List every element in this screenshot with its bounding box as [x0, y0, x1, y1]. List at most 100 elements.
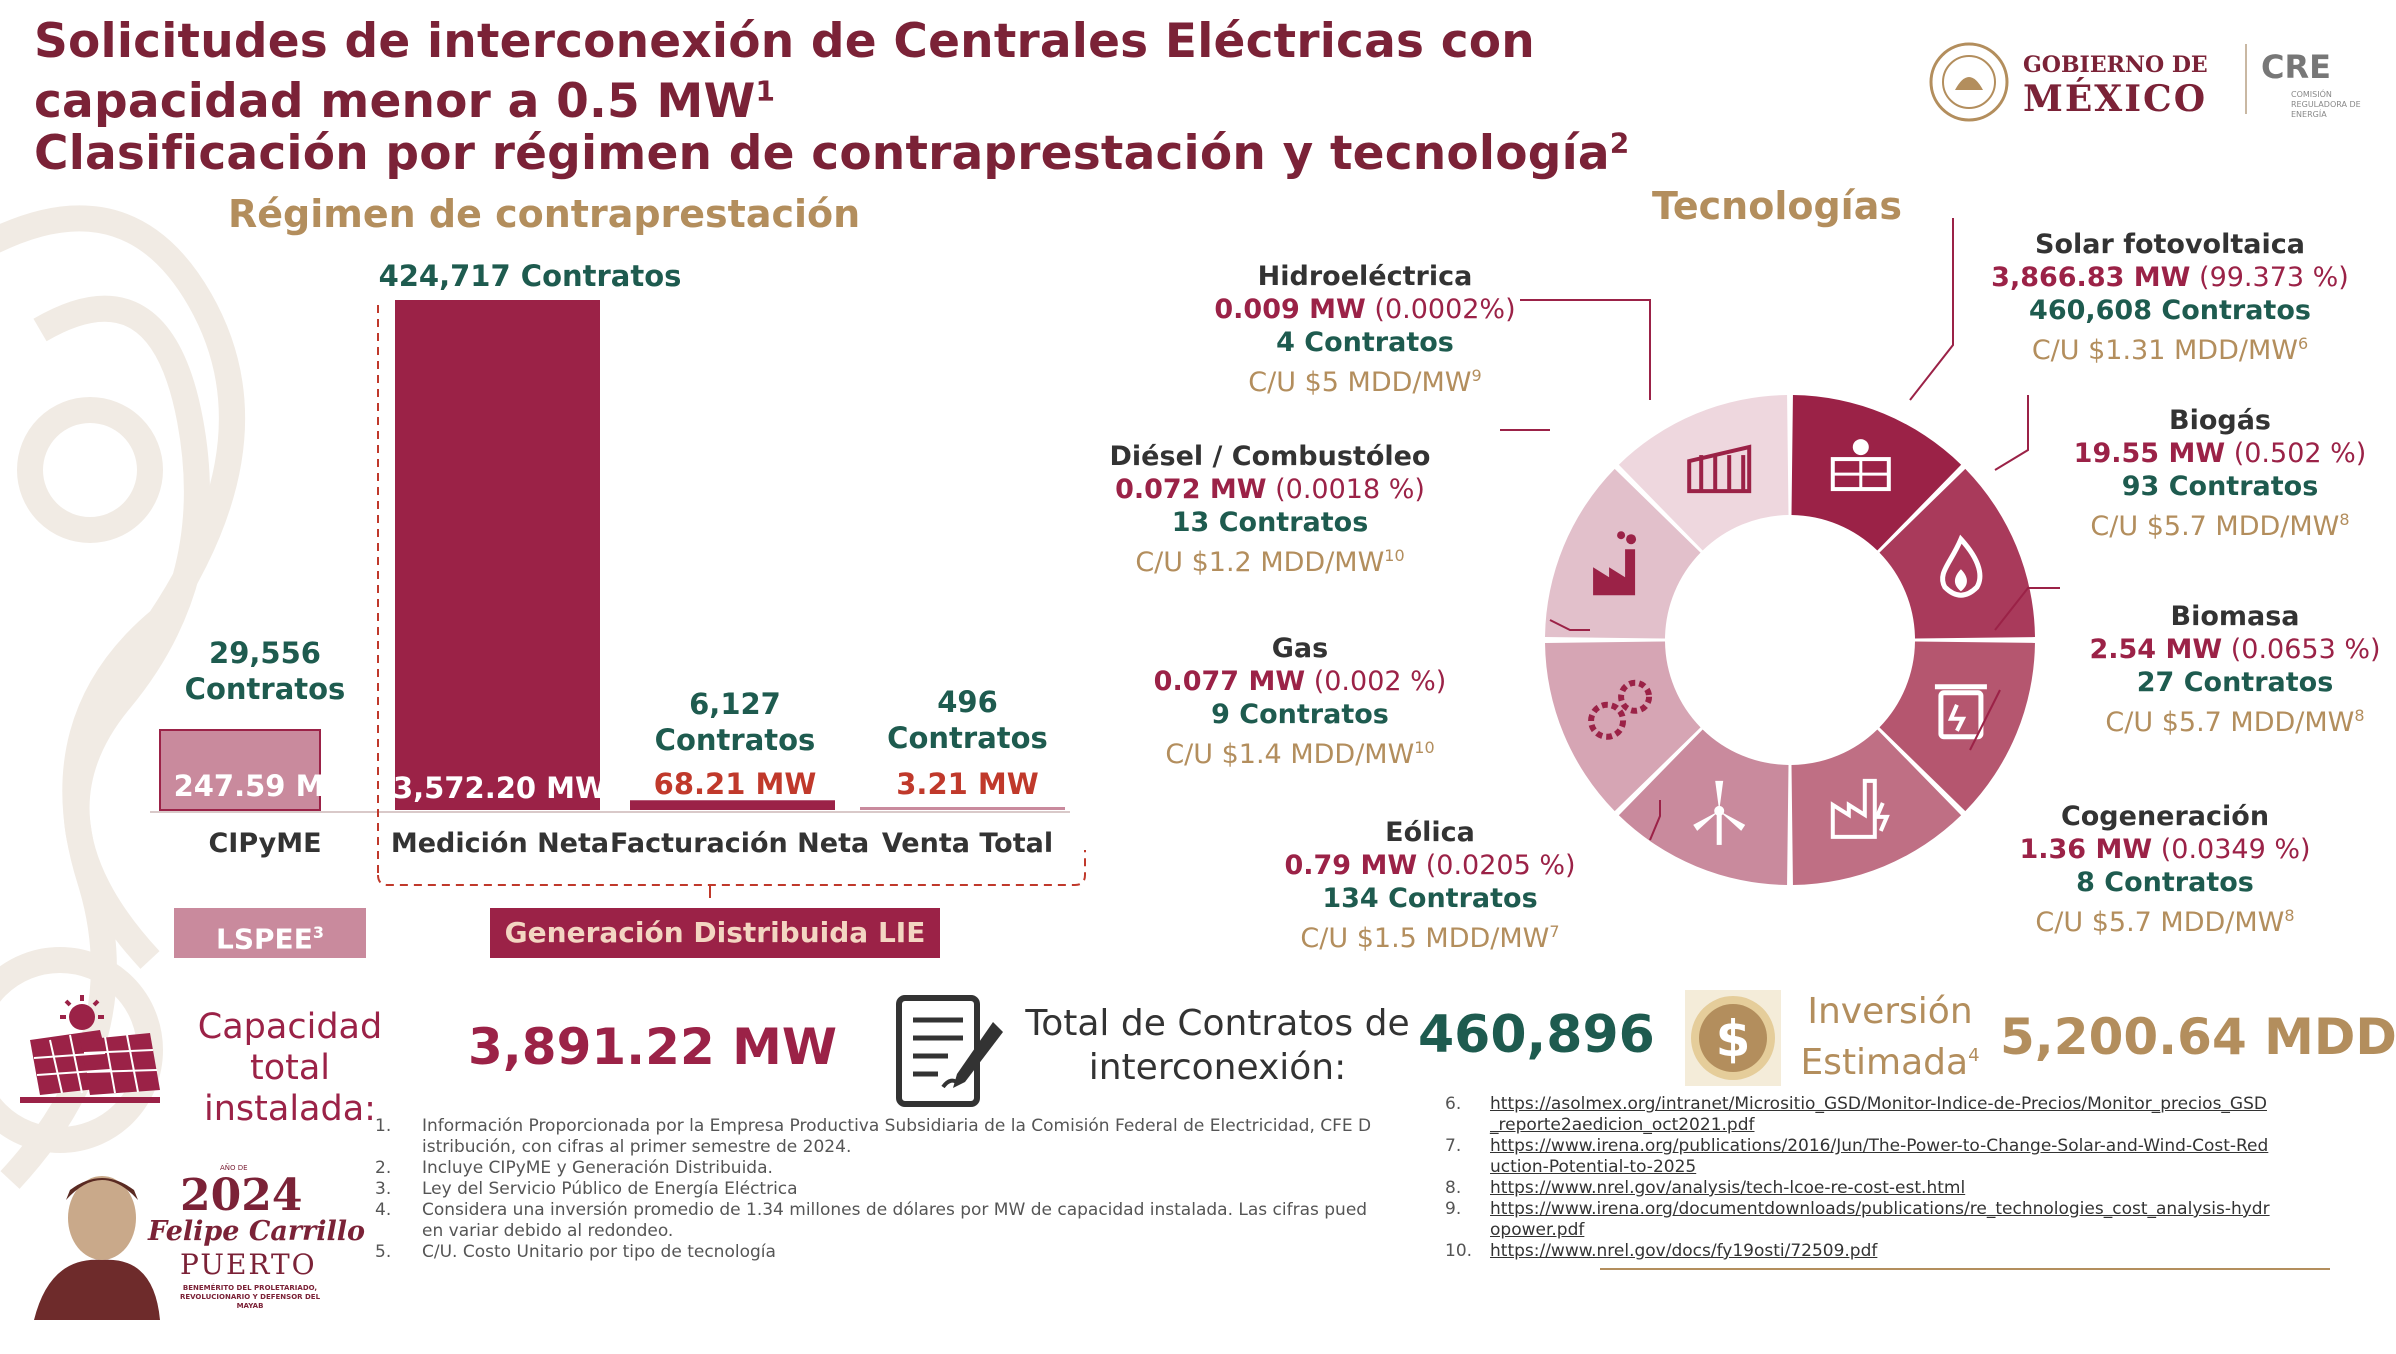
footnote-number: 7.	[1445, 1136, 1462, 1156]
solar-panel-icon	[20, 995, 160, 1103]
connector-biogas	[1994, 395, 2029, 471]
title-line-1: Solicitudes de interconexión de Centrale…	[34, 14, 1535, 69]
footnote-item: 1. Información Proporcionada por la Empre…	[375, 1116, 1375, 1158]
connector-solar	[1909, 218, 1954, 401]
donut-segment-hidroeléctrica	[1618, 395, 1789, 551]
background-pattern	[0, 205, 245, 1189]
tech-info-gas: Gas 0.077 MW (0.002 %) 9 Contratos C/U $…	[1153, 633, 1447, 770]
footnote-item: 5. C/U. Costo Unitario por tipo de tecnol…	[375, 1242, 1375, 1263]
tech-info-hidroelectrica: Hidroeléctrica 0.009 MW (0.0002%) 4 Cont…	[1214, 261, 1516, 398]
footnote-link[interactable]: https://www.irena.org/documentdownloads/…	[1490, 1199, 2270, 1240]
year-text: 2024	[180, 1170, 303, 1221]
connector-gas	[1549, 619, 1590, 631]
footnote-item[interactable]: 10. https://www.nrel.gov/docs/fy19osti/72…	[1445, 1241, 2275, 1262]
footnote-divider	[1600, 1268, 2330, 1270]
connector-hidro	[1520, 299, 1651, 400]
factory-icon	[1593, 531, 1637, 596]
footnote-item: 3. Ley del Servicio Público de Energía El…	[375, 1179, 1375, 1200]
dollar-coin-icon: $	[1685, 990, 1781, 1086]
tech-info-diesel: Diésel / Combustóleo 0.072 MW (0.0018 %)…	[1109, 441, 1431, 578]
bar-value-facturacion: 68.21 MW	[653, 767, 817, 801]
bar-venta-total	[860, 807, 1065, 810]
footnote-text: Ley del Servicio Público de Energía Eléc…	[422, 1179, 798, 1199]
connector-biomasa	[1994, 587, 2060, 631]
footnote-item: 4. Considera una inversión promedio de 1.…	[375, 1200, 1375, 1242]
gobierno-logo: GOBIERNO DE MÉXICO CRE COMISIÓN REGULADO…	[1925, 38, 2365, 128]
bar-value-medicion: 3,572.20 MW	[392, 771, 608, 805]
connector-eolica	[1649, 800, 1661, 841]
bar-category-medicion: Medición Neta	[390, 828, 610, 859]
tech-info-solar: Solar fotovoltaica 3,866.83 MW (99.373 %…	[1991, 229, 2349, 366]
bar-value-cipyme: 247.59 MW	[173, 769, 357, 803]
bar-cipyme	[159, 729, 321, 811]
footnote-item: 2. Incluye CIPyME y Generación Distribuid…	[375, 1158, 1375, 1179]
flame-icon	[1940, 534, 1983, 598]
portrait-illustration	[34, 1176, 160, 1320]
footnote-number: 5.	[375, 1242, 392, 1262]
tech-info-eolica: Eólica 0.79 MW (0.0205 %) 134 Contratos …	[1284, 817, 1576, 954]
bar-category-cipyme: CIPyME	[208, 828, 322, 859]
donut-chart	[1545, 395, 2035, 885]
footnote-item[interactable]: 7. https://www.irena.org/publications/201…	[1445, 1136, 2275, 1178]
bar-count-medicion: 424,717 Contratos	[378, 259, 682, 293]
investment-value: 5,200.64 MDD	[2000, 1008, 2396, 1066]
connector-lines	[1500, 218, 2060, 841]
footnote-link[interactable]: https://asolmex.org/intranet/Micrositio_…	[1490, 1094, 2267, 1135]
footnote-number: 3.	[375, 1179, 392, 1199]
donut-segment-biogás	[1879, 468, 2035, 639]
footnote-text: Considera una inversión promedio de 1.34…	[422, 1200, 1368, 1241]
footnote-item[interactable]: 8. https://www.nrel.gov/analysis/tech-lco…	[1445, 1178, 2275, 1199]
tech-info-biogas: Biogás 19.55 MW (0.502 %) 93 Contratos C…	[2073, 405, 2367, 542]
capacity-label: Capacidad total instalada:	[197, 1007, 383, 1129]
bar-facturación-neta	[630, 800, 835, 810]
contracts-value: 460,896	[1418, 1005, 1655, 1065]
bar-count-facturacion: 6,127 Contratos	[654, 687, 816, 757]
group-generacion-distribuida: Generación Distribuida LIE	[490, 908, 940, 958]
logo-divider	[2245, 44, 2247, 114]
donut-segment-eólica	[1618, 729, 1789, 885]
footnote-number: 9.	[1445, 1199, 1462, 1219]
wind-turbine-icon	[1693, 780, 1746, 845]
footnotes-left: 1. Información Proporcionada por la Empre…	[375, 1116, 1375, 1263]
biomass-bin-icon	[1934, 684, 1987, 740]
footnote-number: 1.	[375, 1116, 392, 1136]
tech-info-cogeneracion: Cogeneración 1.36 MW (0.0349 %) 8 Contra…	[2019, 801, 2311, 938]
footnote-item[interactable]: 9. https://www.irena.org/documentdownload…	[1445, 1199, 2275, 1241]
bar-category-facturacion: Facturación Neta	[610, 828, 870, 859]
tech-info-biomasa: Biomasa 2.54 MW (0.0653 %) 27 Contratos …	[2089, 601, 2381, 738]
title-line-3: Clasificación por régimen de contraprest…	[34, 126, 1630, 181]
footnote-link[interactable]: https://www.nrel.gov/docs/fy19osti/72509…	[1490, 1241, 1878, 1261]
svg-text:$: $	[1716, 1010, 1751, 1068]
footnote-number: 4.	[375, 1200, 392, 1220]
footnote-number: 6.	[1445, 1094, 1462, 1114]
bar-medición-neta	[395, 300, 600, 810]
cre-logo: CRE	[2261, 48, 2331, 86]
mexico-text: MÉXICO	[2023, 78, 2208, 120]
solar-panel-icon	[1830, 439, 1891, 492]
footnote-text: Información Proporcionada por la Empresa…	[422, 1116, 1372, 1157]
bar-value-venta: 3.21 MW	[896, 767, 1039, 801]
tecnologias-title: Tecnologías	[1652, 184, 1902, 228]
footnote-item[interactable]: 6. https://asolmex.org/intranet/Micrositi…	[1445, 1094, 2275, 1136]
contract-document-icon	[896, 995, 1003, 1107]
bar-count-cipyme: 29,556 Contratos	[184, 636, 346, 706]
badge-name-2: PUERTO	[180, 1248, 317, 1281]
footnote-link[interactable]: https://www.nrel.gov/analysis/tech-lcoe-…	[1490, 1178, 1966, 1198]
donut-segment-diésel-combustóleo	[1545, 468, 1701, 639]
footnote-number: 2.	[375, 1158, 392, 1178]
regimen-title: Régimen de contraprestación	[228, 192, 861, 236]
footnote-link[interactable]: https://www.irena.org/publications/2016/…	[1490, 1136, 2269, 1177]
bar-category-venta: Venta Total	[881, 828, 1054, 859]
badge-name-1: Felipe Carrillo	[148, 1216, 366, 1247]
bar-chart	[150, 300, 1086, 898]
badge-year-small: AÑO DE	[220, 1164, 248, 1172]
dam-icon	[1687, 444, 1752, 494]
footnote-text: C/U. Costo Unitario por tipo de tecnolog…	[422, 1242, 776, 1262]
contracts-label: Total de Contratos de interconexión:	[1025, 1003, 1410, 1088]
cre-subtitle: COMISIÓN REGULADORA DE ENERGÍA	[2291, 90, 2361, 119]
connector-cogeneracion	[1969, 689, 2001, 751]
footnotes-right: 6. https://asolmex.org/intranet/Micrositi…	[1445, 1094, 2275, 1262]
gobierno-text: GOBIERNO DE	[2023, 52, 2208, 78]
gears-icon	[1588, 679, 1653, 740]
group-lspee: LSPEE3	[174, 908, 366, 958]
